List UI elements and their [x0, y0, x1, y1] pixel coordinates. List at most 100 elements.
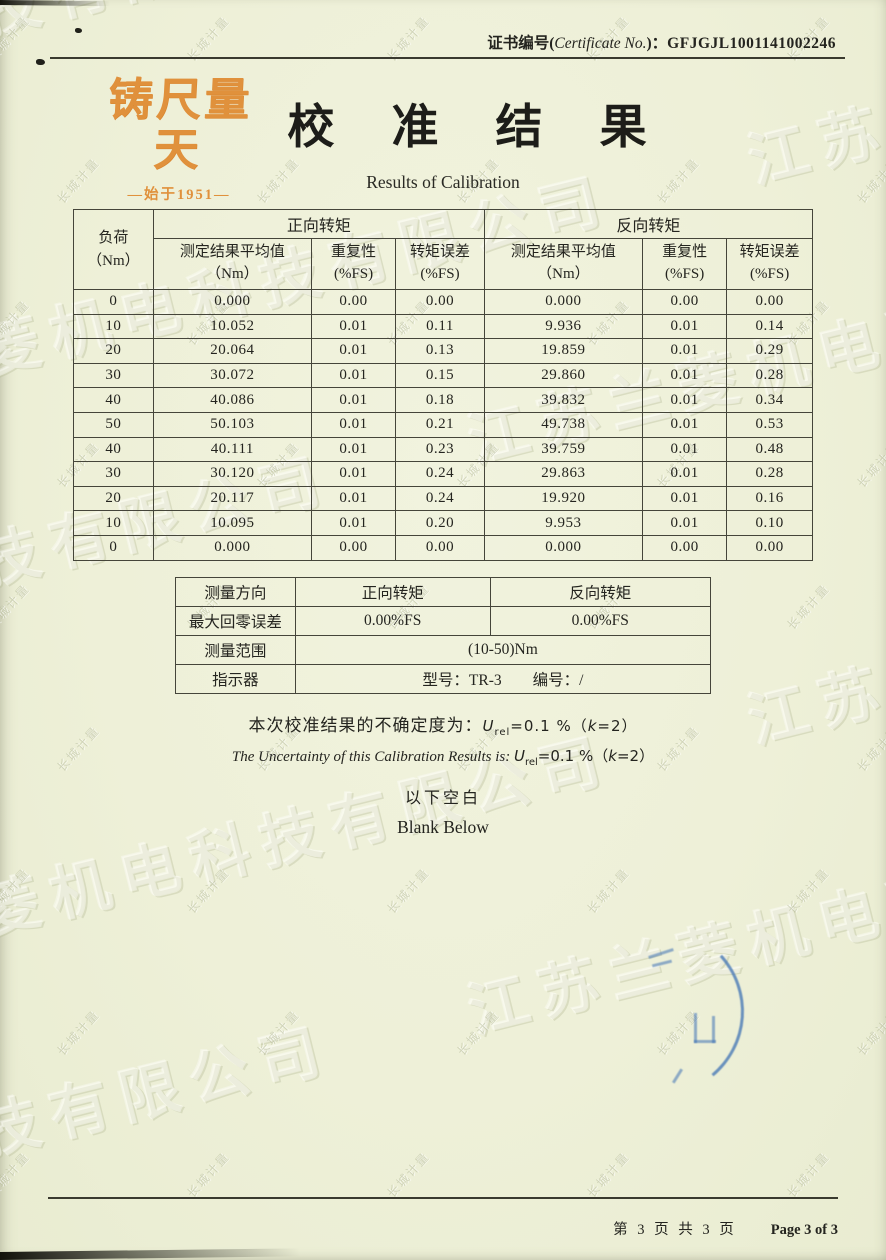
- table-cell: 0.20: [395, 510, 485, 536]
- table-row: 20 20.117 0.01 0.24 19.920 0.01 0.16: [73, 485, 813, 512]
- table-row: 30 30.072 0.01 0.15 29.860 0.01 0.28: [73, 362, 813, 389]
- table-cell: 0.21: [395, 411, 485, 438]
- table-cell: 0.00: [395, 289, 485, 315]
- summary-label: 测量范围: [175, 635, 296, 665]
- table-subheader-row: 测定结果平均值 （Nm） 重复性 (%FS) 转矩误差 (%FS) 测定结果平均值 （N…: [74, 238, 813, 290]
- table-row: 0 0.000 0.00 0.00 0.000 0.00 0.00: [73, 289, 813, 315]
- security-watermark: 长城计量: [0, 1149, 33, 1201]
- table-cell: 0.28: [726, 461, 813, 487]
- table-cell: 40: [73, 387, 154, 413]
- fwd-avg-header: 测定结果平均值 （Nm）: [152, 238, 312, 290]
- table-row: 40 40.086 0.01 0.18 39.832 0.01 0.34: [73, 387, 813, 413]
- uncertainty-statement: 本次校准结果的不确定度为：Urel=0.1 %（k=2） The Uncerta…: [0, 711, 886, 768]
- table-row: 指示器 型号：TR-3 编号：/: [175, 664, 712, 694]
- seal-arc: [556, 917, 750, 1105]
- table-cell: 0.000: [152, 289, 312, 315]
- summary-forward: 正向转矩: [294, 577, 491, 607]
- table-cell: 0: [73, 534, 154, 561]
- table-cell: 0.29: [726, 338, 813, 364]
- table-cell: 0.23: [395, 436, 485, 463]
- table-cell: 0.00: [726, 289, 813, 315]
- table-cell: 0.01: [641, 510, 728, 536]
- table-cell: 0.01: [310, 461, 397, 487]
- results-table-body: 0 0.000 0.00 0.00 0.000 0.00 0.00 10 10.052 0.01 0…: [73, 289, 813, 561]
- scan-speck: [36, 59, 45, 65]
- summary-label: 指示器: [175, 664, 296, 694]
- table-row: 0 0.000 0.00 0.00 0.000 0.00 0.00: [73, 534, 813, 561]
- page-number-cn: 第 3 页 共 3 页: [613, 1222, 737, 1238]
- table-cell: 0.00: [726, 534, 813, 561]
- table-cell: 0.01: [310, 387, 397, 413]
- table-cell: 0.01: [641, 436, 728, 463]
- table-cell: 30: [73, 461, 154, 487]
- page-number: 第 3 页 共 3 页 Page 3 of 3: [613, 1218, 838, 1239]
- rev-avg-header: 测定结果平均值 （Nm）: [483, 238, 643, 290]
- table-row: 10 10.052 0.01 0.11 9.936 0.01 0.14: [73, 313, 813, 340]
- table-cell: 40.111: [152, 436, 312, 463]
- table-cell: 10: [73, 313, 154, 340]
- table-row: 测量方向 正向转矩 反向转矩: [175, 577, 712, 607]
- forward-torque-header: 正向转矩: [152, 209, 485, 239]
- table-cell: 0.24: [395, 461, 485, 487]
- security-watermark: 长城计量: [784, 1149, 833, 1201]
- table-cell: 10.095: [152, 510, 312, 536]
- certificate-label-suffix: )：: [646, 35, 668, 52]
- table-cell: 0.000: [483, 534, 643, 561]
- table-cell: 0.53: [726, 411, 813, 438]
- rev-error-header: 转矩误差 (%FS): [726, 238, 813, 290]
- table-cell: 0.34: [726, 387, 813, 413]
- table-cell: 0.00: [641, 289, 728, 315]
- table-cell: 0.01: [641, 362, 728, 389]
- summary-reverse: 0.00%FS: [489, 606, 712, 636]
- table-cell: 0.13: [395, 338, 485, 364]
- table-cell: 0.01: [310, 313, 397, 340]
- security-watermark: 长城计量: [584, 865, 633, 917]
- security-watermark: 长城计量: [0, 581, 33, 633]
- summary-value: 型号：TR-3 编号：/: [294, 664, 712, 694]
- table-cell: 19.920: [483, 485, 643, 512]
- certificate-label-en: Certificate No.: [554, 35, 647, 52]
- summary-label: 测量方向: [175, 577, 296, 607]
- table-cell: 0.00: [641, 534, 728, 561]
- certificate-label-cn: 证书编号(: [487, 35, 555, 52]
- table-row: 测量范围 (10-50)Nm: [175, 635, 712, 665]
- uncertainty-en: The Uncertainty of this Calibration Resu…: [231, 747, 655, 768]
- table-row: 30 30.120 0.01 0.24 29.863 0.01 0.28: [73, 461, 813, 487]
- table-row: 50 50.103 0.01 0.21 49.738 0.01 0.53: [73, 411, 813, 438]
- security-watermark: 长城计量: [854, 1007, 886, 1059]
- table-cell: 0.14: [726, 313, 813, 340]
- summary-label: 最大回零误差: [175, 606, 296, 636]
- blank-below: 以下空白 Blank Below: [0, 784, 886, 838]
- security-watermark: 长城计量: [184, 1149, 233, 1201]
- table-cell: 20: [73, 485, 154, 512]
- table-cell: 9.953: [483, 510, 643, 536]
- certificate-number-line: 证书编号(Certificate No.)：GFJGJL100114100224…: [487, 31, 836, 53]
- page-title: 校 准 结 果: [287, 100, 669, 153]
- security-watermark: 长城计量: [254, 1007, 303, 1059]
- table-cell: 30: [73, 362, 154, 389]
- table-cell: 50: [73, 411, 154, 438]
- security-watermark: 长城计量: [584, 1149, 633, 1201]
- blank-below-cn: 以下空白: [404, 790, 481, 807]
- table-cell: 0.000: [483, 289, 643, 315]
- fwd-error-header: 转矩误差 (%FS): [395, 238, 485, 290]
- page-subtitle: Results of Calibration: [366, 172, 520, 192]
- table-cell: 0.01: [310, 510, 397, 536]
- footer-rule: [48, 1197, 838, 1199]
- table-cell: 40.086: [152, 387, 312, 413]
- table-cell: 0.000: [152, 534, 312, 561]
- security-watermark: 长城计量: [784, 581, 833, 633]
- table-cell: 19.859: [483, 338, 643, 364]
- security-watermark: 长城计量: [854, 439, 886, 491]
- security-watermark: 长城计量: [384, 865, 433, 917]
- security-watermark: 长城计量: [184, 865, 233, 917]
- rev-repeatability-header: 重复性 (%FS): [641, 238, 728, 290]
- table-cell: 0.01: [310, 411, 397, 438]
- table-cell: 30.120: [152, 461, 312, 487]
- table-cell: 10.052: [152, 313, 312, 340]
- security-watermark: 长城计量: [54, 1007, 103, 1059]
- table-cell: 50.103: [152, 411, 312, 438]
- table-cell: 0.15: [395, 362, 485, 389]
- table-cell: 0.00: [310, 289, 397, 315]
